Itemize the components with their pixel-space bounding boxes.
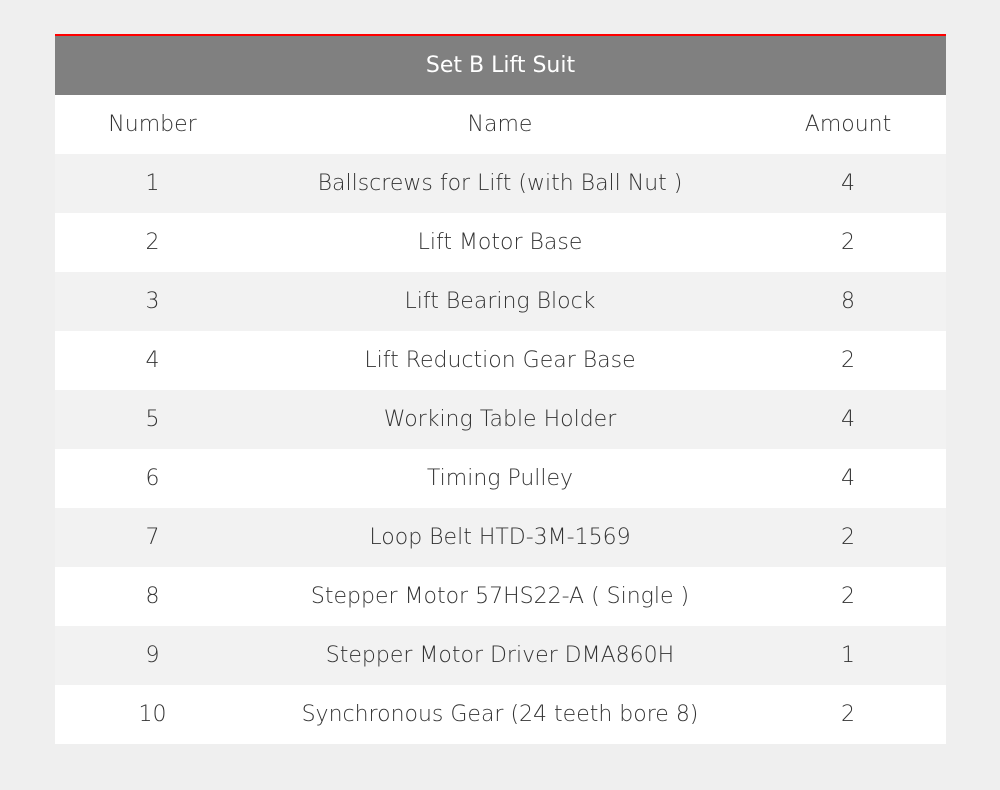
cell-name: Ballscrews for Lift (with Ball Nut ) [317, 171, 683, 196]
table-row: 2 Lift Motor Base 2 [55, 213, 946, 272]
cell-number: 3 [145, 289, 160, 314]
cell-amount: 1 [841, 643, 855, 668]
cell-amount: 4 [841, 466, 855, 491]
cell-number: 8 [145, 584, 160, 609]
cell-name: Working Table Holder [383, 407, 617, 432]
table-row: 10 Synchronous Gear (24 teeth bore 8) 2 [55, 685, 946, 744]
table-row: 7 Loop Belt HTD-3M-1569 2 [55, 508, 946, 567]
cell-amount: 2 [841, 230, 855, 255]
cell-name: Lift Reduction Gear Base [364, 348, 636, 373]
header-name: Name [467, 112, 533, 137]
table-row: 8 Stepper Motor 57HS22-A ( Single ) 2 [55, 567, 946, 626]
cell-number: 7 [145, 525, 160, 550]
table-title: Set B Lift Suit [55, 36, 946, 95]
accent-line [55, 34, 946, 36]
cell-number: 5 [145, 407, 160, 432]
table-row: 9 Stepper Motor Driver DMA860H 1 [55, 626, 946, 685]
cell-name: Timing Pulley [426, 466, 574, 491]
table-row: 5 Working Table Holder 4 [55, 390, 946, 449]
cell-amount: 8 [841, 289, 855, 314]
cell-name: Loop Belt HTD-3M-1569 [369, 525, 631, 550]
table-row: 4 Lift Reduction Gear Base 2 [55, 331, 946, 390]
cell-amount: 2 [841, 702, 855, 727]
cell-name: Lift Motor Base [417, 230, 583, 255]
cell-name: Synchronous Gear (24 teeth bore 8) [301, 702, 699, 727]
header-row: Number Name Amount [55, 95, 946, 154]
cell-number: 9 [145, 643, 160, 668]
cell-number: 10 [138, 702, 167, 727]
cell-number: 2 [145, 230, 160, 255]
header-number: Number [108, 112, 197, 137]
cell-number: 4 [145, 348, 160, 373]
cell-name: Stepper Motor Driver DMA860H [325, 643, 675, 668]
cell-name: Stepper Motor 57HS22-A ( Single ) [310, 584, 690, 609]
cell-amount: 2 [841, 348, 855, 373]
table-row: 6 Timing Pulley 4 [55, 449, 946, 508]
cell-number: 6 [145, 466, 160, 491]
table-row: 3 Lift Bearing Block 8 [55, 272, 946, 331]
cell-amount: 2 [841, 584, 855, 609]
table-row: 1 Ballscrews for Lift (with Ball Nut ) 4 [55, 154, 946, 213]
cell-amount: 4 [841, 171, 855, 196]
cell-amount: 2 [841, 525, 855, 550]
header-amount: Amount [804, 112, 892, 137]
cell-amount: 4 [841, 407, 855, 432]
parts-table: Set B Lift Suit Number Name Amount 1 Ball… [55, 34, 946, 744]
cell-name: Lift Bearing Block [404, 289, 596, 314]
cell-number: 1 [145, 171, 160, 196]
